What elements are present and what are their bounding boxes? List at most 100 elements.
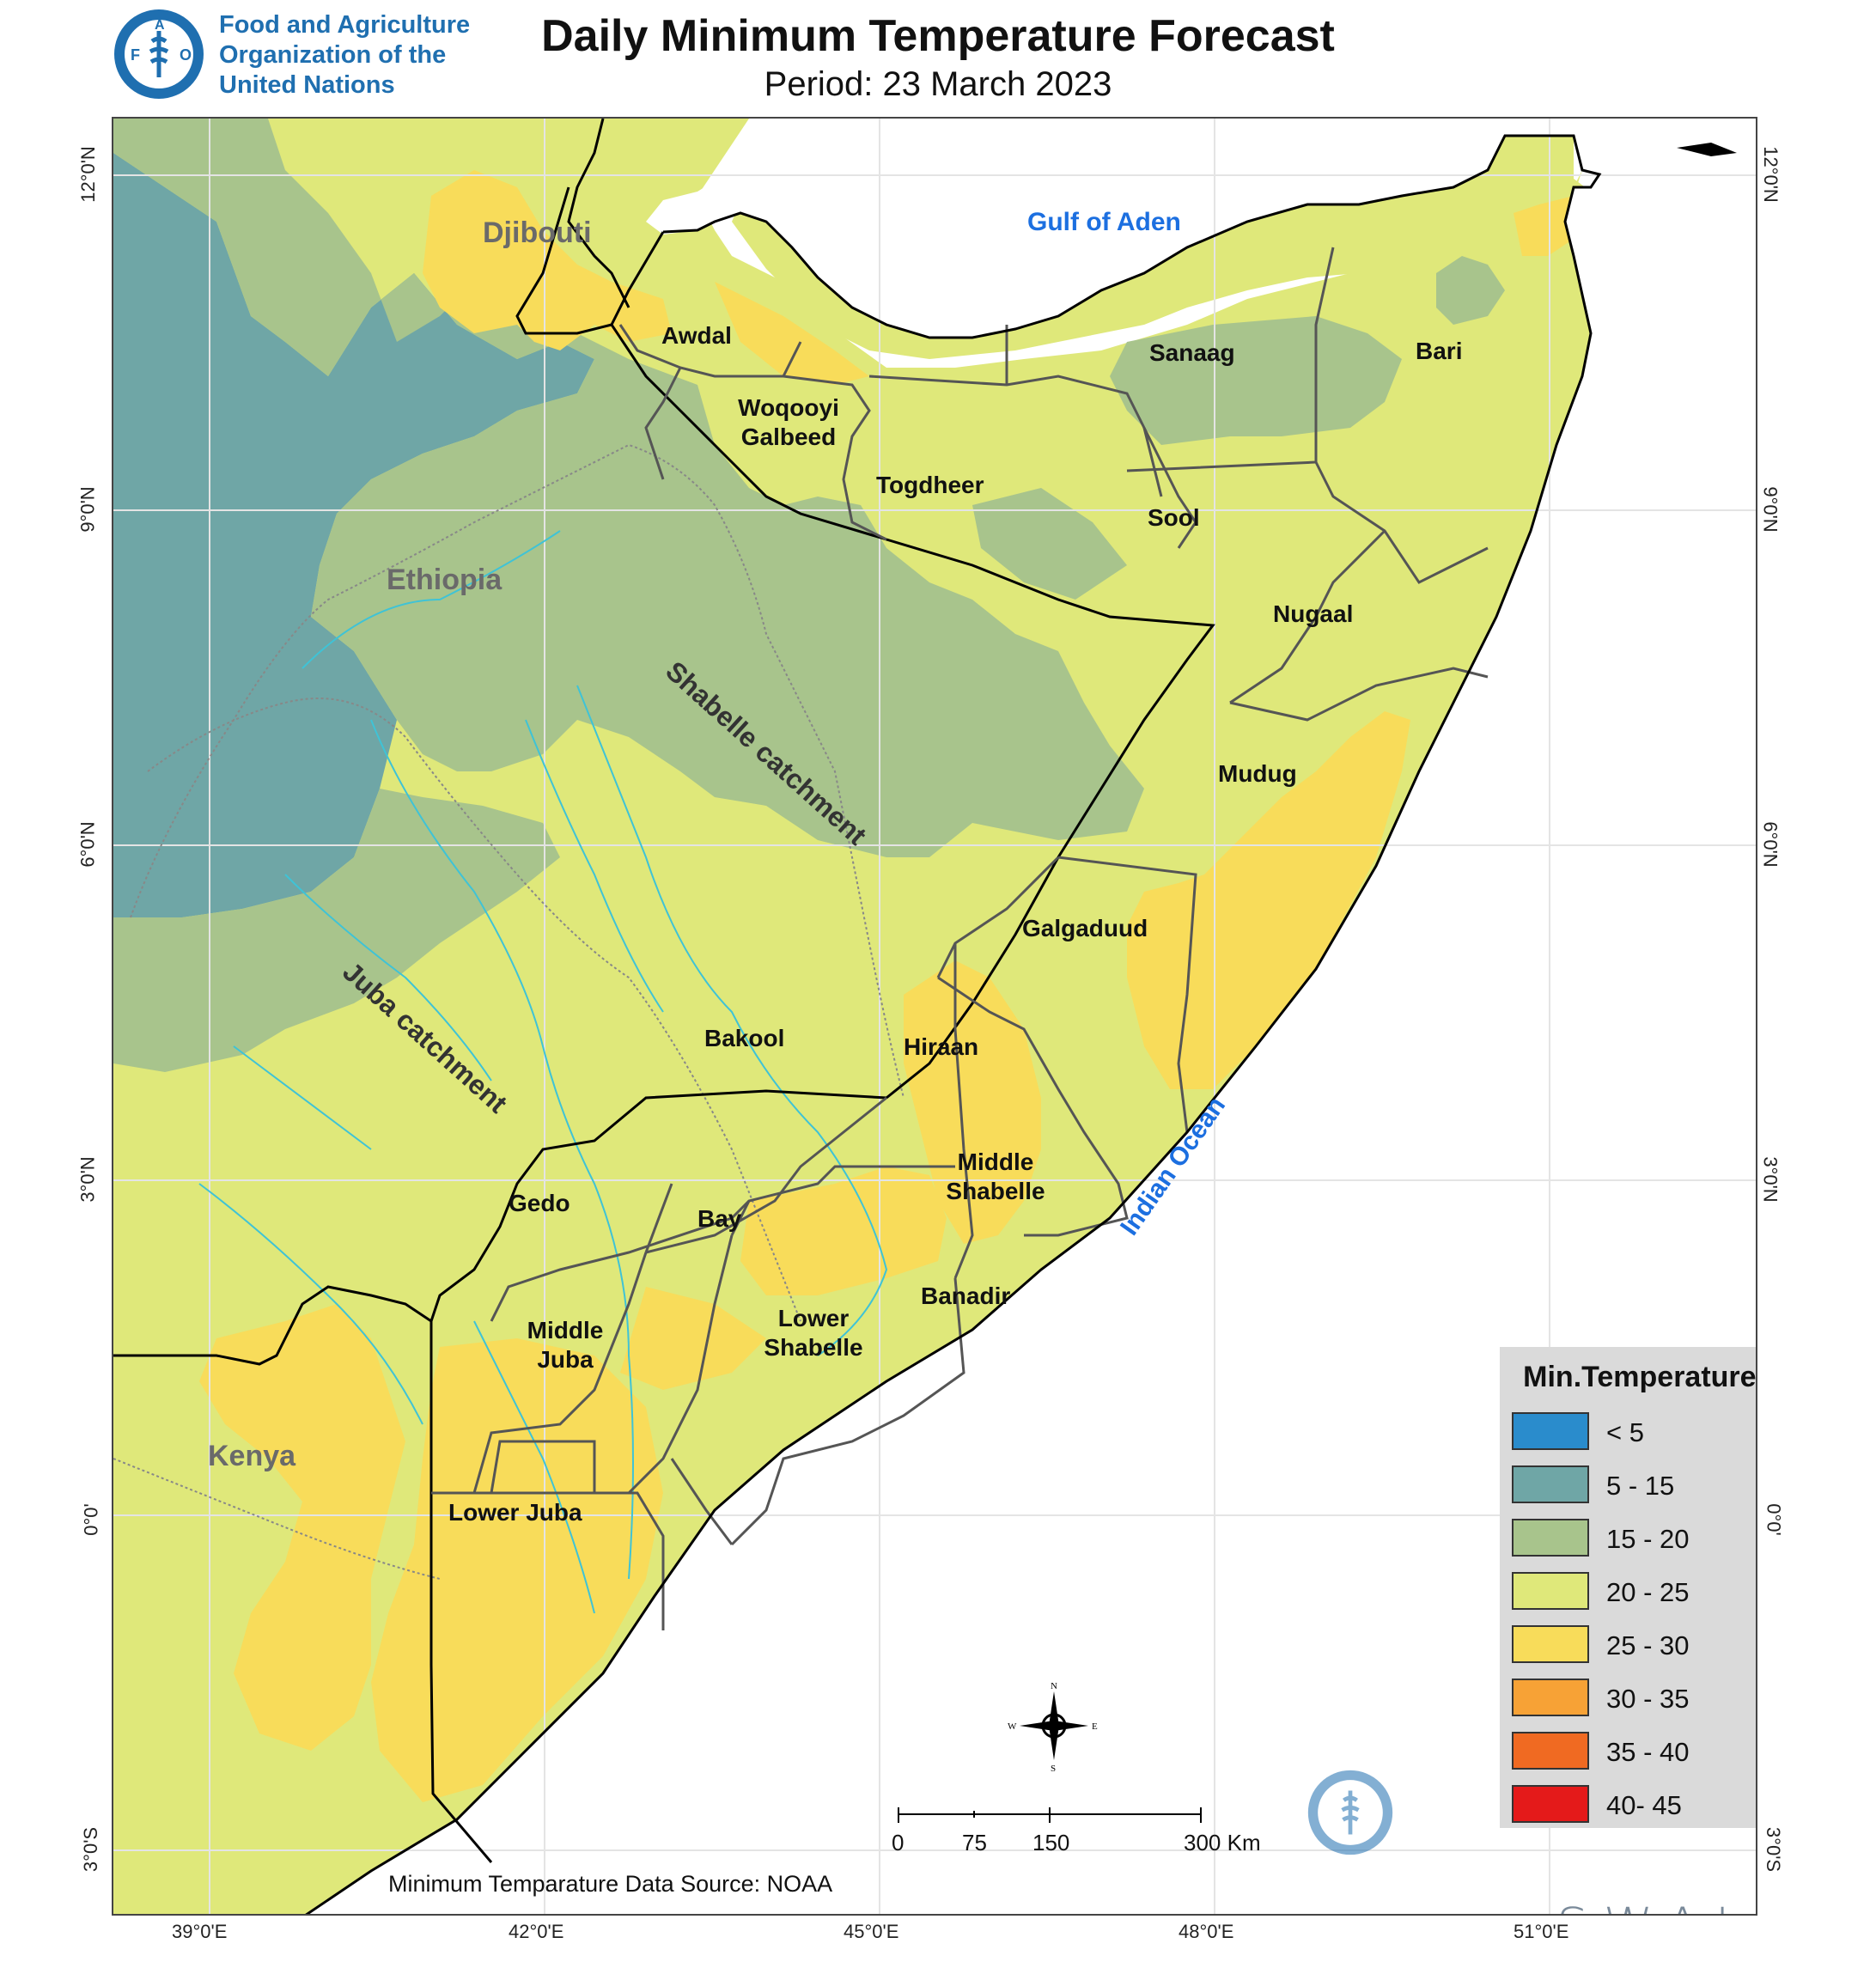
legend-item: 25 - 30	[1512, 1625, 1756, 1663]
region-label-banadir: Banadir	[921, 1283, 1011, 1309]
region-label-bay: Bay	[697, 1205, 742, 1232]
region-label-togdheer: Togdheer	[876, 472, 984, 498]
compass-e: E	[1092, 1721, 1098, 1732]
lon-tick-42: 42°0'E	[509, 1921, 564, 1942]
region-label-woqooyi-galbeed: Woqooyi Galbeed	[720, 393, 857, 452]
legend-swatch	[1512, 1465, 1589, 1503]
legend-item: 15 - 20	[1512, 1519, 1756, 1557]
country-label-djibouti: Djibouti	[483, 216, 592, 249]
region-label-middle-shabelle: Middle Shabelle	[940, 1148, 1051, 1206]
legend-item: < 5	[1512, 1412, 1756, 1450]
region-label-awdal: Awdal	[661, 322, 732, 349]
water-label-gulf-of-aden: Gulf of Aden	[1027, 208, 1181, 236]
lat-tick-left-3s: 3°0'S	[80, 1826, 102, 1873]
country-borders	[113, 119, 1215, 1863]
region-borders	[431, 247, 1489, 1630]
legend-swatch	[1512, 1679, 1589, 1716]
legend-swatch	[1512, 1572, 1589, 1610]
sea	[307, 119, 1756, 1914]
lat-tick-right-9n: 9°0'N	[1759, 486, 1782, 533]
lat-tick-left-12n: 12°0'N	[76, 146, 99, 203]
lat-tick-right-0: 0°0'	[1763, 1503, 1785, 1536]
rivers	[198, 530, 888, 1614]
lat-tick-right-12n: 12°0'N	[1759, 146, 1782, 203]
compass-w: W	[1008, 1721, 1017, 1732]
org-name-line-1: Food and Agriculture	[219, 11, 471, 39]
data-source-note: Minimum Temparature Data Source: NOAA	[388, 1871, 833, 1897]
legend-label: 25 - 30	[1606, 1630, 1690, 1660]
lat-tick-left-9n: 9°0'N	[76, 486, 99, 533]
region-label-lower-shabelle: Lower Shabelle	[749, 1304, 878, 1362]
legend-item: 35 - 40	[1512, 1732, 1756, 1770]
legend-label: 5 - 15	[1606, 1471, 1675, 1501]
scale-label-150: 150	[1032, 1830, 1070, 1855]
legend-swatch	[1512, 1625, 1589, 1663]
lat-tick-right-3s: 3°0'S	[1763, 1826, 1785, 1873]
legend-item: 40- 45	[1512, 1785, 1756, 1823]
map-title: Daily Minimum Temperature Forecast	[541, 11, 1335, 61]
swalim-logo: SWALIM	[1556, 1897, 1756, 1914]
legend-label: 35 - 40	[1606, 1737, 1690, 1767]
lat-tick-left-3n: 3°0'N	[76, 1156, 99, 1203]
lat-tick-right-6n: 6°0'N	[1759, 821, 1782, 868]
legend-item: 20 - 25	[1512, 1572, 1756, 1610]
region-label-mudug: Mudug	[1218, 760, 1297, 787]
region-label-nugaal: Nugaal	[1273, 600, 1354, 627]
swalim-logo-text: SWALIM	[1556, 1897, 1756, 1914]
legend-swatch	[1512, 1519, 1589, 1557]
lat-tick-right-3n: 3°0'N	[1759, 1156, 1782, 1203]
legend-swatch	[1512, 1785, 1589, 1823]
lon-tick-48: 48°0'E	[1179, 1921, 1234, 1942]
compass-n: N	[1051, 1681, 1057, 1691]
region-label-middle-juba-text: Middle Juba	[527, 1317, 604, 1373]
scale-bar	[898, 1807, 1202, 1823]
lat-tick-left-0: 0°0'	[80, 1503, 102, 1536]
legend-label: 30 - 35	[1606, 1684, 1690, 1714]
region-label-galgaduud: Galgaduud	[1022, 915, 1148, 941]
zone-15-20	[113, 119, 1144, 857]
fao-logo-icon: F O A	[114, 9, 204, 99]
lat-tick-left-6n: 6°0'N	[76, 821, 99, 868]
region-label-middle-juba: Middle Juba	[514, 1316, 617, 1374]
svg-text:A: A	[155, 18, 165, 33]
legend-label: < 5	[1606, 1417, 1644, 1447]
catchment-boundaries	[113, 443, 904, 1580]
scale-label-75: 75	[962, 1830, 987, 1855]
svg-text:F: F	[131, 46, 140, 64]
lon-tick-45: 45°0'E	[844, 1921, 899, 1942]
lon-tick-51: 51°0'E	[1514, 1921, 1569, 1942]
region-label-sanaag: Sanaag	[1149, 339, 1235, 366]
org-name-line-3: United Nations	[219, 71, 395, 99]
org-name: Food and Agriculture Organization of the…	[219, 10, 502, 101]
coastline	[305, 134, 1602, 1914]
compass-s: S	[1051, 1764, 1056, 1773]
legend-item: 5 - 15	[1512, 1465, 1756, 1503]
scale-label-0: 0	[892, 1830, 904, 1855]
zone-5-15	[113, 153, 594, 917]
graticule	[113, 119, 1756, 1914]
region-label-lower-shabelle-text: Lower Shabelle	[764, 1305, 863, 1361]
country-label-kenya: Kenya	[208, 1440, 296, 1472]
lon-tick-39: 39°0'E	[172, 1921, 228, 1942]
region-label-sool: Sool	[1148, 504, 1200, 531]
legend-item: 30 - 35	[1512, 1679, 1756, 1716]
region-label-hiraan: Hiraan	[904, 1033, 979, 1060]
scale-label-300: 300 Km	[1184, 1830, 1261, 1855]
region-label-bakool: Bakool	[704, 1025, 785, 1051]
region-label-bari: Bari	[1416, 338, 1463, 364]
temperature-map	[113, 119, 1756, 1914]
legend: Min.Temperature (C°) < 5 5 - 15 15 - 20 …	[1500, 1347, 1757, 1828]
org-name-line-2: Organization of the	[219, 41, 447, 69]
svg-text:O: O	[180, 46, 192, 64]
legend-swatch	[1512, 1412, 1589, 1450]
compass-rose-icon: N S E W	[1008, 1681, 1098, 1773]
legend-title: Min.Temperature (C°)	[1523, 1361, 1757, 1393]
region-label-middle-shabelle-text: Middle Shabelle	[946, 1149, 1045, 1204]
map-frame: Djibouti Ethiopia Kenya Gulf of Aden Ind…	[112, 117, 1757, 1916]
map-subtitle: Period: 23 March 2023	[764, 65, 1112, 103]
legend-swatch	[1512, 1732, 1589, 1770]
legend-label: 15 - 20	[1606, 1524, 1690, 1554]
region-label-woqooyi-galbeed-text: Woqooyi Galbeed	[738, 394, 839, 450]
legend-label: 40- 45	[1606, 1790, 1682, 1820]
country-label-ethiopia: Ethiopia	[387, 564, 502, 596]
